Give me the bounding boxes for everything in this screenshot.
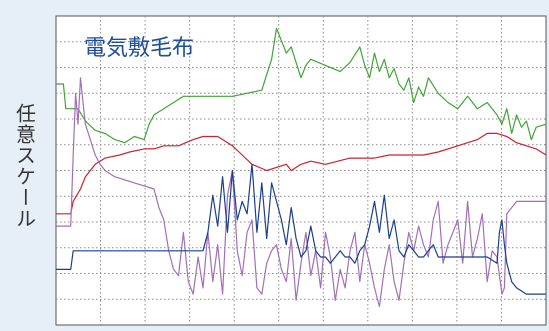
series-line-purple: [56, 77, 546, 308]
series-group: [56, 27, 547, 308]
series-line-blue: [56, 163, 546, 295]
series-line-red: [56, 132, 547, 215]
chart-title: 電気敷毛布: [84, 36, 194, 61]
y-axis-label: 任意スケール: [12, 102, 37, 229]
series-line-green: [56, 27, 547, 144]
y-axis-label-wrap: 任意スケール: [0, 0, 50, 331]
